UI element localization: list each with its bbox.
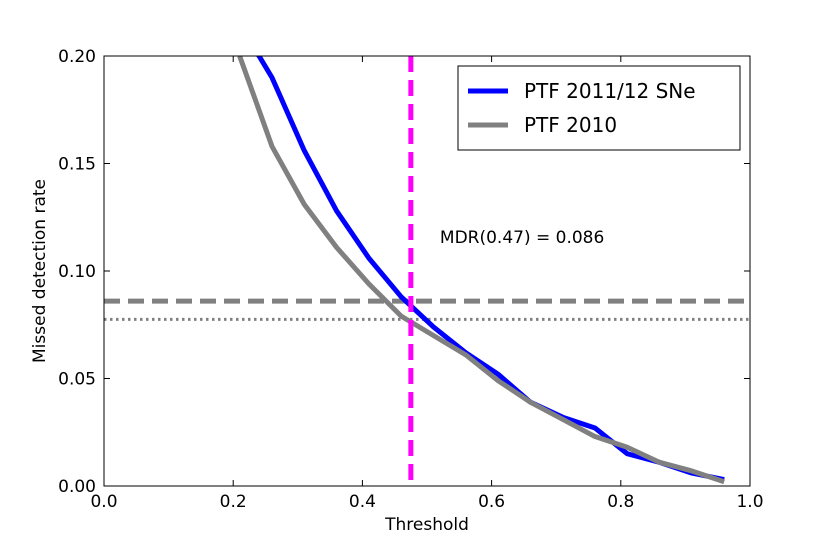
x-tick-label: 0.0 [90,492,117,512]
x-tick-label: 1.0 [736,492,763,512]
legend-label-ptf-2010: PTF 2010 [524,113,617,137]
x-tick-label: 0.8 [607,492,634,512]
y-tick-label: 0.10 [58,262,96,282]
y-tick-label: 0.05 [58,370,96,390]
x-tick-label: 0.6 [478,492,505,512]
legend-label-ptf-2011-12-sne: PTF 2011/12 SNe [524,79,696,103]
y-axis-label: Missed detection rate [30,179,50,363]
legend: PTF 2011/12 SNe PTF 2010 [457,65,741,151]
series-line-ptf-2010 [237,56,725,485]
y-tick-label: 0.00 [58,477,96,497]
x-tick-label: 0.4 [349,492,376,512]
mdr-annotation: MDR(0.47) = 0.086 [440,228,604,248]
x-axis-label: Threshold [384,515,469,535]
y-tick-label: 0.15 [58,155,96,175]
legend-box [457,65,741,151]
y-tick-label: 0.20 [58,47,96,67]
x-tick-label: 0.2 [220,492,247,512]
